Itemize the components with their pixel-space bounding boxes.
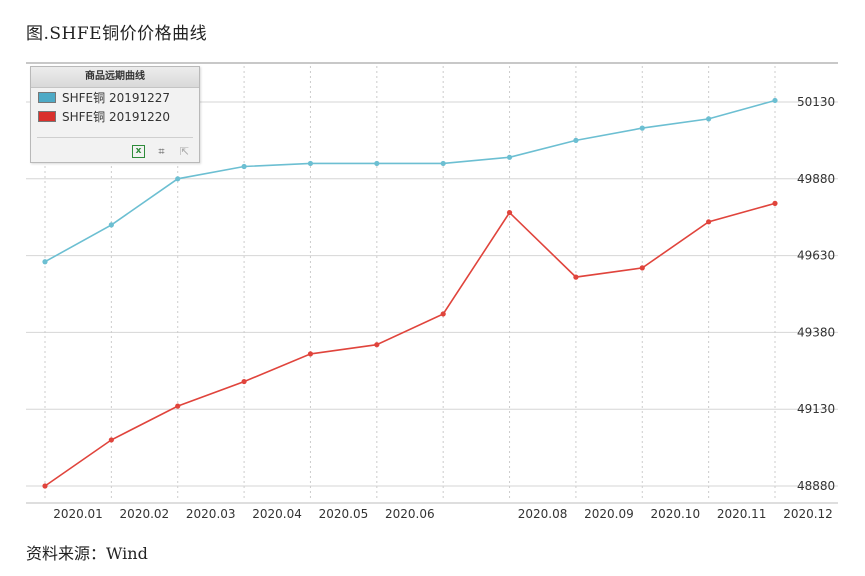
legend-toolbar: x ⌗ ⇱ (132, 145, 191, 158)
tick-labels: 48880 49130 49380 49630 49880 50130 2020.01 202… (53, 95, 835, 521)
series-point-2[interactable] (506, 209, 513, 216)
series-point-1[interactable] (639, 125, 645, 131)
series-point-2[interactable] (108, 437, 114, 443)
series-point-2[interactable] (307, 351, 314, 357)
series-point-2[interactable] (42, 483, 48, 489)
series-lines (42, 97, 778, 489)
series-point-2[interactable] (706, 219, 712, 225)
x-tick-label: 2020.09 (584, 507, 634, 521)
reset-icon[interactable]: ⇱ (179, 145, 190, 158)
legend-label: SHFE铜 20191220 (62, 110, 171, 124)
series-point-1[interactable] (307, 160, 314, 167)
x-tick-label: 2020.10 (650, 507, 700, 521)
series-point-1[interactable] (706, 116, 712, 122)
x-tick-label: 2020.08 (518, 507, 568, 521)
series-point-1[interactable] (175, 176, 181, 182)
legend-swatch (38, 111, 56, 122)
series-point-1[interactable] (440, 160, 446, 167)
x-tick-label: 2020.05 (319, 507, 369, 521)
series-point-2[interactable] (175, 403, 181, 409)
grid-lines (26, 66, 838, 500)
legend-panel[interactable]: 商品远期曲线 SHFE铜 20191227 SHFE铜 20191220 x ⌗… (30, 66, 200, 163)
crop-icon[interactable]: ⌗ (158, 145, 165, 158)
x-tick-label: 2020.03 (186, 507, 236, 521)
legend-label: SHFE铜 20191227 (62, 91, 171, 105)
series-point-2[interactable] (639, 265, 645, 271)
series-point-2[interactable] (772, 200, 778, 206)
x-tick-label: 2020.02 (120, 507, 170, 521)
y-tick-label: 49380 (797, 325, 835, 339)
series-point-2[interactable] (374, 342, 380, 348)
y-tick-label: 49630 (797, 249, 835, 263)
legend-divider (37, 137, 193, 138)
series-point-1[interactable] (374, 160, 380, 167)
series-point-2[interactable] (440, 311, 446, 317)
figure-title: 图.SHFE铜价价格曲线 (26, 24, 208, 44)
figure-source: 资料来源：Wind (26, 544, 148, 563)
y-tick-label: 49130 (797, 402, 835, 416)
series-point-2[interactable] (573, 274, 579, 280)
legend-item-series-2[interactable]: SHFE铜 20191220 (31, 107, 199, 126)
series-point-1[interactable] (42, 259, 48, 265)
x-tick-label: 2020.04 (252, 507, 302, 521)
x-tick-label: 2020.12 (783, 507, 833, 521)
x-tick-label: 2020.06 (385, 507, 435, 521)
series-point-1[interactable] (108, 222, 114, 228)
series-point-2[interactable] (241, 378, 247, 385)
y-tick-label: 48880 (797, 479, 835, 493)
x-tick-label: 2020.01 (53, 507, 103, 521)
legend-item-series-1[interactable]: SHFE铜 20191227 (31, 88, 199, 107)
series-point-1[interactable] (772, 97, 778, 104)
series-line-2 (44, 202, 776, 487)
legend-title: 商品远期曲线 (31, 67, 199, 88)
series-point-1[interactable] (573, 137, 579, 143)
legend-swatch (38, 92, 56, 103)
excel-icon[interactable]: x (132, 145, 145, 158)
series-line-1 (44, 99, 776, 263)
y-tick-label: 50130 (797, 95, 835, 109)
top-divider (26, 62, 838, 64)
series-point-1[interactable] (506, 154, 513, 160)
x-tick-label: 2020.11 (717, 507, 767, 521)
series-point-1[interactable] (241, 163, 247, 170)
y-tick-label: 49880 (797, 172, 835, 186)
